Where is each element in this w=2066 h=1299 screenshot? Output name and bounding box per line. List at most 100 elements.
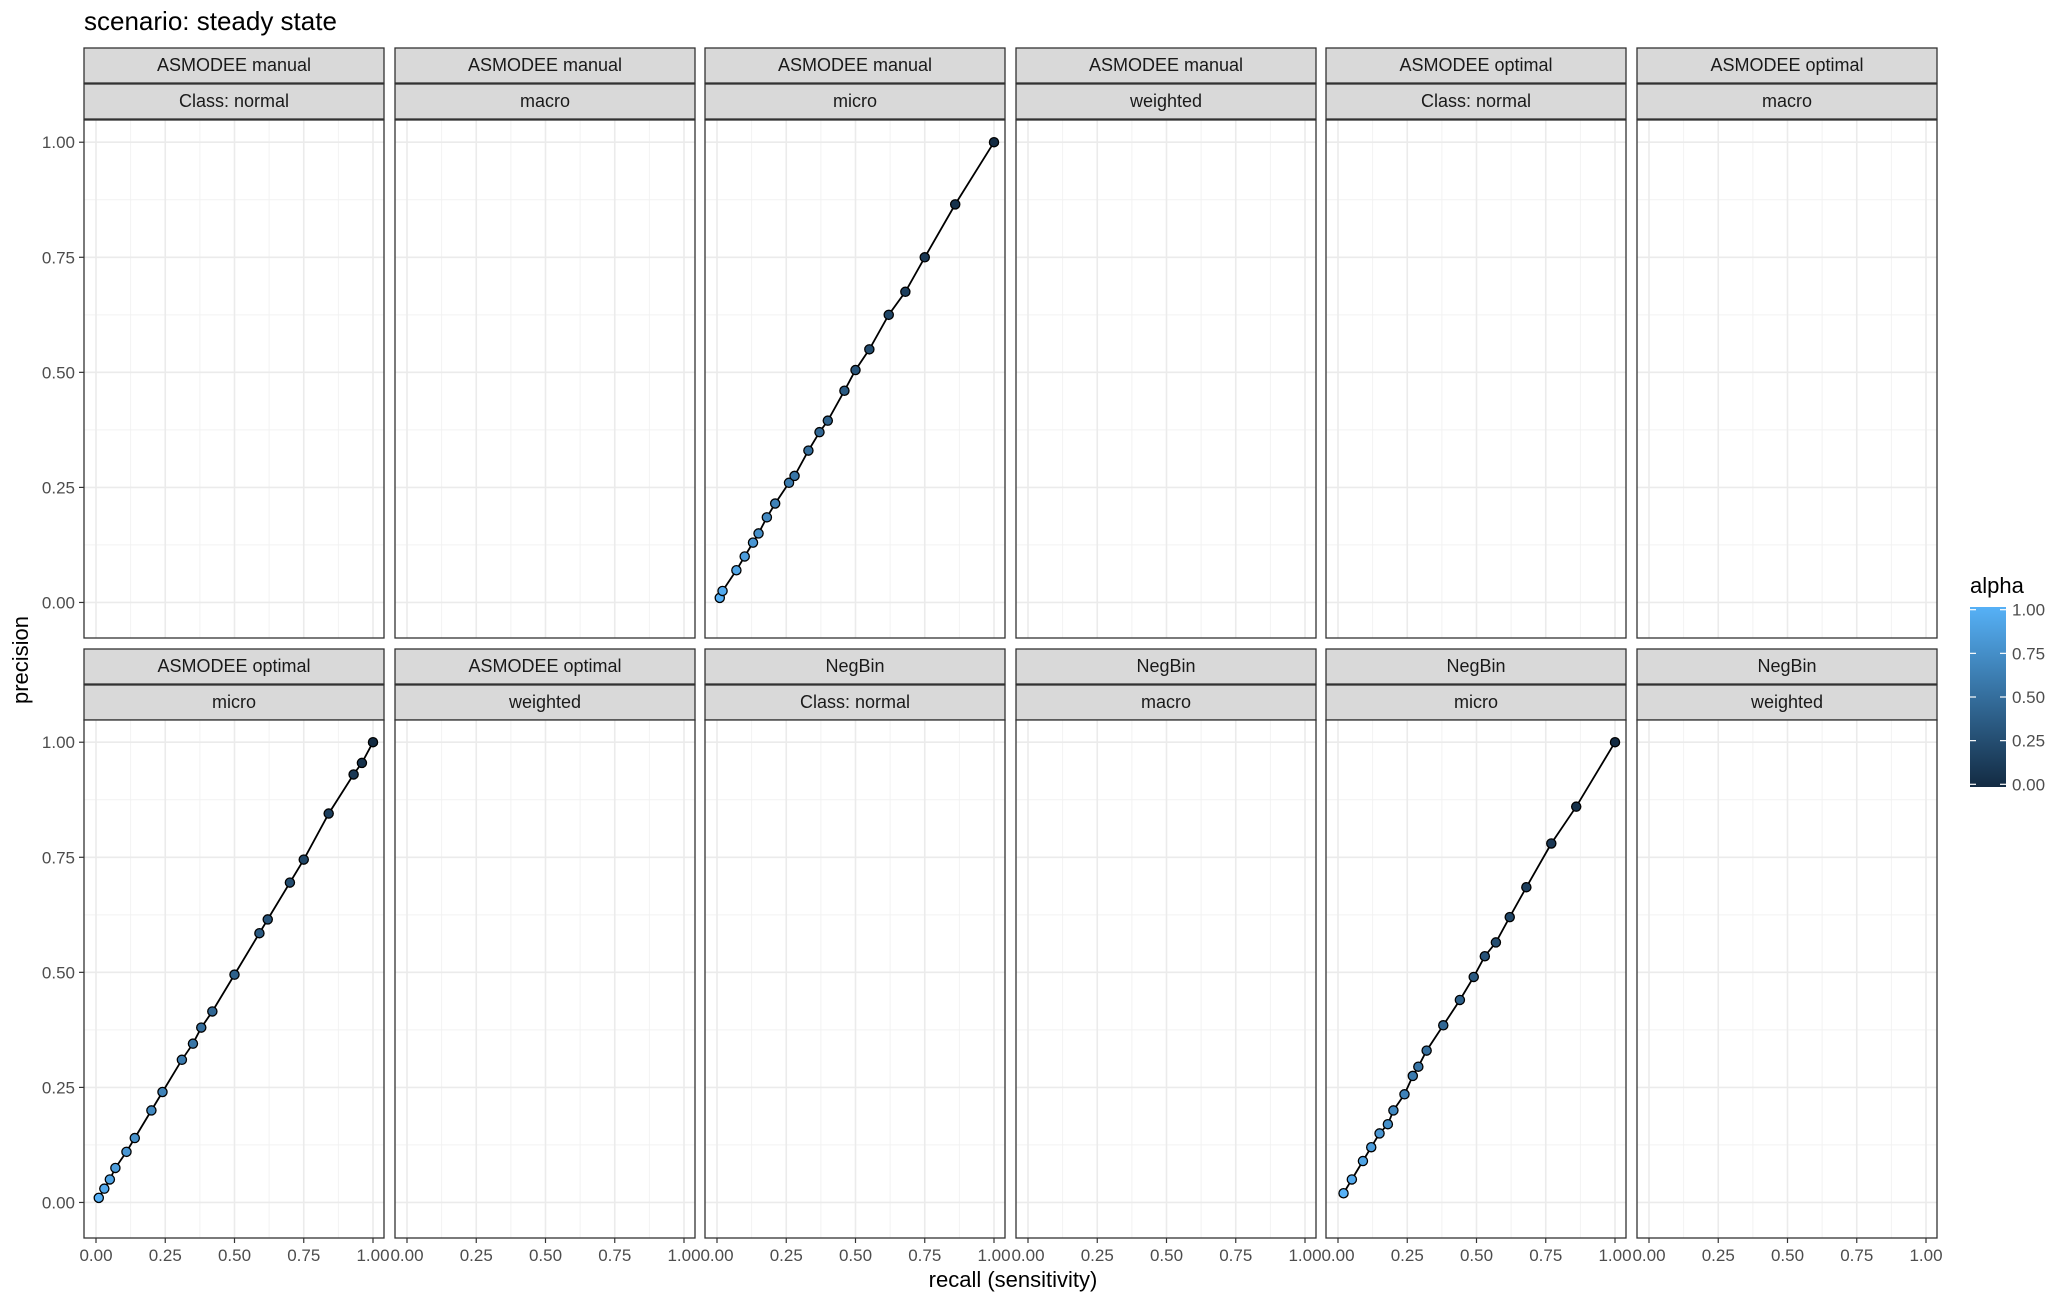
strip-metric-bg bbox=[1636, 83, 1938, 120]
data-point bbox=[323, 808, 334, 819]
data-point bbox=[348, 769, 359, 780]
strip-method-label: ASMODEE optimal bbox=[1710, 55, 1863, 75]
data-point bbox=[900, 286, 911, 298]
strip-metric-bg bbox=[1015, 684, 1317, 721]
strip-method-label: NegBin bbox=[1757, 656, 1816, 676]
data-point bbox=[146, 1105, 157, 1116]
y-tick-label: 1.00 bbox=[42, 133, 75, 152]
y-axis-title: precision bbox=[8, 616, 33, 704]
x-tick-label: 0.50 bbox=[529, 1246, 562, 1265]
data-point bbox=[1382, 1118, 1394, 1130]
data-point bbox=[814, 426, 825, 438]
data-point bbox=[104, 1174, 116, 1185]
alpha-legend: alpha 0.00 0.25 0.50 0.75 1.00 bbox=[1970, 573, 2045, 794]
strip-metric-label: micro bbox=[212, 692, 256, 712]
data-point bbox=[121, 1146, 132, 1158]
strip-metric-bg bbox=[1636, 684, 1938, 721]
x-tick-label: 0.00 bbox=[79, 1246, 112, 1265]
data-point bbox=[298, 854, 309, 865]
panel-border bbox=[1636, 119, 1938, 639]
data-point bbox=[761, 512, 773, 523]
x-tick-label: 1.00 bbox=[1598, 1246, 1631, 1265]
x-tick-label: 0.00 bbox=[1632, 1246, 1665, 1265]
facet-panel: ASMODEE manual Class: normal 0.00 0.25 0.50 0… bbox=[42, 47, 385, 639]
y-tick-label: 0.00 bbox=[42, 593, 75, 612]
data-point bbox=[196, 1022, 207, 1033]
strip-method-label: ASMODEE manual bbox=[778, 55, 932, 75]
strip-metric-label: weighted bbox=[508, 692, 581, 712]
strip-metric-bg bbox=[1325, 83, 1627, 120]
data-point bbox=[207, 1006, 218, 1017]
strip-metric-label: micro bbox=[833, 91, 877, 111]
facet-panel: ASMODEE optimal Class: normal bbox=[1325, 47, 1627, 639]
data-point bbox=[157, 1086, 168, 1098]
strip-metric-bg bbox=[704, 83, 1006, 120]
data-point bbox=[789, 470, 800, 482]
x-tick-label: 0.25 bbox=[460, 1246, 493, 1265]
panel-border bbox=[83, 119, 385, 639]
data-point bbox=[731, 564, 742, 576]
data-point bbox=[1609, 736, 1621, 748]
y-tick-label: 1.00 bbox=[42, 733, 75, 752]
x-tick-label: 0.25 bbox=[770, 1246, 803, 1265]
data-point bbox=[1407, 1070, 1419, 1082]
data-point bbox=[93, 1192, 105, 1204]
strip-metric-label: Class: normal bbox=[800, 692, 910, 712]
facet-panel: ASMODEE manual weighted bbox=[1015, 47, 1317, 639]
data-point bbox=[747, 537, 759, 548]
data-point bbox=[356, 757, 368, 769]
x-tick-label: 0.50 bbox=[839, 1246, 872, 1265]
x-tick-label: 0.25 bbox=[1391, 1246, 1424, 1265]
data-point bbox=[739, 551, 750, 562]
data-point bbox=[284, 877, 296, 888]
data-point bbox=[1468, 971, 1479, 983]
data-point bbox=[187, 1038, 199, 1049]
strip-metric-bg bbox=[83, 684, 385, 721]
strip-method-label: NegBin bbox=[1136, 656, 1195, 676]
y-tick-label: 0.75 bbox=[42, 848, 75, 867]
data-point bbox=[864, 344, 875, 355]
data-point bbox=[949, 199, 961, 210]
data-point bbox=[1490, 937, 1502, 948]
legend-ticks: 0.00 0.25 0.50 0.75 1.00 bbox=[1970, 601, 2045, 794]
facet-panel: ASMODEE optimal weighted 0.00 0.25 0.50 0.75 1… bbox=[390, 648, 701, 1265]
strip-metric-label: macro bbox=[520, 91, 570, 111]
strip-method-bg bbox=[704, 47, 1006, 84]
x-tick-label: 1.00 bbox=[667, 1246, 700, 1265]
strip-method-bg bbox=[1636, 47, 1938, 84]
x-tick-label: 0.25 bbox=[149, 1246, 182, 1265]
data-point bbox=[1546, 838, 1557, 849]
x-tick-label: 1.00 bbox=[977, 1246, 1010, 1265]
strip-method-label: ASMODEE manual bbox=[157, 55, 311, 75]
strip-metric-bg bbox=[1325, 684, 1627, 721]
y-tick-label: 0.25 bbox=[42, 1078, 75, 1097]
panel-border bbox=[1015, 119, 1317, 639]
data-point bbox=[883, 309, 894, 321]
facet-panel: ASMODEE optimal macro bbox=[1636, 47, 1938, 639]
legend-title: alpha bbox=[1970, 573, 2025, 598]
x-tick-label: 0.75 bbox=[598, 1246, 631, 1265]
data-point bbox=[1357, 1155, 1369, 1167]
data-point bbox=[803, 445, 814, 456]
strip-metric-label: micro bbox=[1454, 692, 1498, 712]
facet-panel: NegBin macro 0.00 0.25 0.50 0.75 1.00 bbox=[1011, 648, 1322, 1265]
data-point bbox=[850, 364, 861, 376]
data-point bbox=[839, 385, 850, 397]
strip-metric-label: macro bbox=[1141, 692, 1191, 712]
y-tick-label: 0.00 bbox=[42, 1193, 75, 1212]
x-tick-label: 0.75 bbox=[287, 1246, 320, 1265]
data-point bbox=[988, 136, 1000, 148]
data-point bbox=[1365, 1141, 1377, 1153]
strip-method-label: ASMODEE optimal bbox=[157, 656, 310, 676]
chart-title: scenario: steady state bbox=[84, 6, 337, 36]
panel-border bbox=[704, 119, 1006, 639]
data-point bbox=[367, 736, 379, 748]
x-tick-label: 0.00 bbox=[700, 1246, 733, 1265]
x-tick-label: 0.50 bbox=[218, 1246, 251, 1265]
x-tick-label: 0.75 bbox=[1529, 1246, 1562, 1265]
data-point bbox=[1421, 1045, 1432, 1056]
strip-method-bg bbox=[394, 47, 696, 84]
data-point bbox=[110, 1162, 121, 1174]
strip-method-label: NegBin bbox=[1446, 656, 1505, 676]
data-point bbox=[783, 477, 795, 489]
